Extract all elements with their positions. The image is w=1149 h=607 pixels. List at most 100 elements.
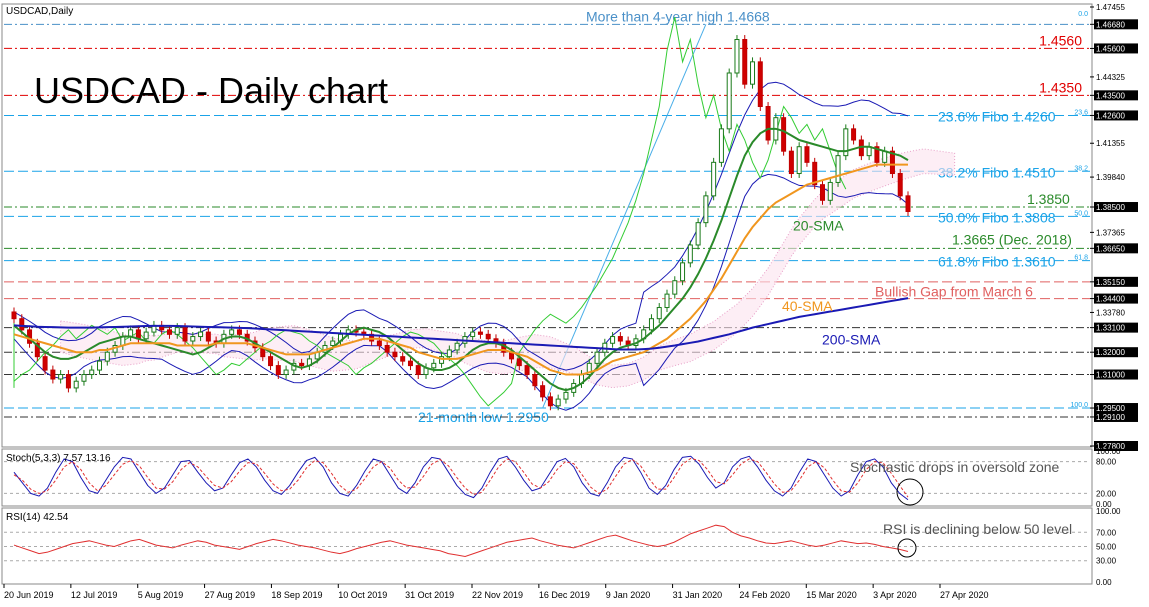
x-tick-label: 15 Mar 2020 bbox=[806, 590, 857, 600]
candle-body bbox=[664, 293, 670, 309]
x-tick-label: 20 Jun 2019 bbox=[4, 590, 54, 600]
candle-body bbox=[275, 365, 281, 376]
y-tick-highlight bbox=[1094, 369, 1138, 380]
lagging-line bbox=[13, 17, 847, 407]
y-tick-label: 1.45600 bbox=[1096, 44, 1125, 53]
candle-body bbox=[874, 146, 880, 163]
x-tick-label: 31 Oct 2019 bbox=[405, 590, 454, 600]
level-label: 1.4560 bbox=[1039, 32, 1082, 48]
fib-trendline bbox=[542, 24, 707, 409]
x-tick-label: 16 Dec 2019 bbox=[539, 590, 590, 600]
candle-body bbox=[182, 327, 188, 342]
candle-body bbox=[299, 362, 305, 367]
candle-body bbox=[742, 39, 748, 85]
chart-title: USDCAD - Daily chart bbox=[34, 70, 388, 111]
y-tick-highlight bbox=[1094, 322, 1138, 333]
y-tick-highlight bbox=[1094, 243, 1138, 254]
stoch-tick-label: 0.00 bbox=[1096, 500, 1112, 509]
x-tick-label: 24 Feb 2020 bbox=[739, 590, 790, 600]
stoch-tick-label: 100.00 bbox=[1096, 447, 1121, 456]
candle-body bbox=[594, 351, 600, 364]
candle-body bbox=[718, 128, 724, 163]
candle-body bbox=[788, 150, 794, 175]
rsi-line bbox=[13, 524, 909, 557]
fib-tag: 61.8 bbox=[1074, 255, 1088, 262]
level-label: 23.6% Fibo 1.4260 bbox=[938, 108, 1056, 124]
candle-body bbox=[384, 344, 390, 353]
stoch-tick-label: 80.00 bbox=[1096, 458, 1117, 467]
x-tick-label: 18 Sep 2019 bbox=[271, 590, 322, 600]
stoch-line bbox=[13, 455, 909, 501]
sma-annotation: 20-SMA bbox=[793, 217, 844, 233]
candle-body bbox=[726, 72, 732, 130]
candle-body bbox=[400, 356, 406, 362]
candle-body bbox=[905, 195, 911, 212]
y-tick-label: 1.27800 bbox=[1096, 442, 1125, 451]
candle-body bbox=[143, 331, 149, 340]
fib-tag: 50.0 bbox=[1074, 210, 1088, 217]
rsi-tick-label: 100.00 bbox=[1096, 507, 1121, 516]
candle-body bbox=[695, 222, 701, 246]
rsi-title: RSI(14) 42.54 bbox=[6, 512, 69, 523]
candle-body bbox=[610, 336, 616, 344]
sma200-line bbox=[13, 297, 909, 351]
candle-body bbox=[11, 311, 17, 320]
x-tick-label: 3 Apr 2020 bbox=[873, 590, 917, 600]
y-tick-highlight bbox=[1094, 347, 1138, 358]
y-tick-highlight bbox=[1094, 202, 1138, 213]
x-tick-label: 9 Jan 2020 bbox=[606, 590, 651, 600]
x-tick-label: 31 Jan 2020 bbox=[673, 590, 723, 600]
candle-body bbox=[58, 374, 64, 380]
candle-body bbox=[205, 331, 211, 342]
ichimoku-cloud bbox=[60, 148, 956, 389]
sma-annotation: 200-SMA bbox=[822, 331, 881, 347]
candle-body bbox=[750, 61, 756, 85]
candle-body bbox=[703, 195, 709, 224]
candle-body bbox=[415, 365, 421, 376]
symbol-label: USDCAD,Daily bbox=[6, 6, 73, 17]
candle-body bbox=[540, 385, 546, 398]
stoch-annotation: Stochastic drops in oversold zone bbox=[850, 459, 1060, 475]
y-tick-label: 1.29100 bbox=[1096, 413, 1125, 422]
y-tick-label: 1.42600 bbox=[1096, 111, 1125, 120]
candle-body bbox=[89, 369, 95, 376]
candle-body bbox=[516, 358, 522, 367]
candle-body bbox=[563, 391, 569, 400]
y-tick-highlight bbox=[1094, 403, 1138, 414]
candle-body bbox=[835, 155, 841, 183]
candle-body bbox=[446, 349, 452, 358]
y-tick-label: 1.32000 bbox=[1096, 348, 1125, 357]
candle-body bbox=[376, 340, 382, 346]
level-label: 21-month low 1.2950 bbox=[418, 409, 549, 425]
stoch-line bbox=[13, 457, 909, 498]
stoch-panel-frame bbox=[1, 448, 1093, 507]
y-tick-highlight bbox=[1094, 441, 1138, 451]
candle-body bbox=[812, 161, 818, 186]
y-tick-highlight bbox=[1094, 276, 1138, 287]
rsi-tick-label: 0.00 bbox=[1096, 578, 1112, 587]
candle-body bbox=[431, 362, 437, 369]
candle-body bbox=[843, 128, 849, 157]
lower-band bbox=[13, 173, 909, 411]
candle-body bbox=[392, 351, 398, 358]
y-tick-label: 1.29500 bbox=[1096, 404, 1125, 413]
fib-tag: 38.2 bbox=[1074, 165, 1088, 172]
candle-body bbox=[73, 380, 79, 389]
level-label: Bullish Gap from March 6 bbox=[875, 284, 1033, 300]
candle-body bbox=[97, 360, 103, 371]
stoch-tick-label: 20.00 bbox=[1096, 489, 1117, 498]
sma40-line bbox=[13, 163, 908, 376]
candle-body bbox=[796, 146, 802, 175]
y-tick-label: 1.33780 bbox=[1096, 308, 1125, 317]
candle-body bbox=[439, 356, 445, 364]
candle-body bbox=[485, 333, 491, 340]
y-tick-label: 1.44325 bbox=[1096, 73, 1125, 82]
candle-body bbox=[174, 327, 180, 335]
y-tick-highlight bbox=[1094, 293, 1138, 304]
level-label: 61.8% Fibo 1.3610 bbox=[938, 254, 1056, 270]
y-tick-highlight bbox=[1094, 90, 1138, 101]
candle-body bbox=[781, 117, 787, 152]
sma20-line bbox=[13, 127, 909, 392]
y-tick-label: 1.31000 bbox=[1096, 371, 1125, 380]
